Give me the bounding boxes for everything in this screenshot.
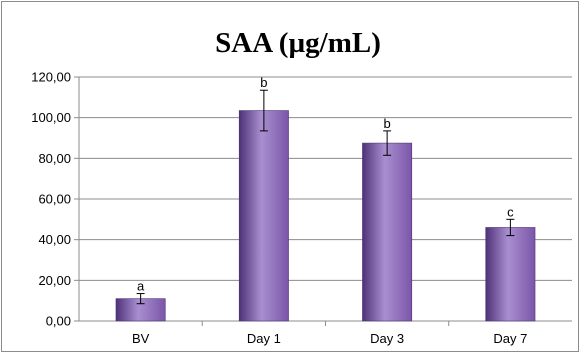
x-tick-label: Day 1	[247, 331, 281, 346]
y-tick-label: 120,00	[31, 70, 71, 85]
bars: a b b c	[115, 75, 536, 322]
x-tick-label: Day 7	[493, 331, 527, 346]
x-tick-label: Day 3	[370, 331, 404, 346]
y-tick-label: 40,00	[38, 232, 71, 247]
y-tick-label: 100,00	[31, 110, 71, 125]
y-tick-label: 0,00	[46, 314, 71, 329]
significance-letter: b	[260, 75, 267, 90]
bar	[238, 110, 289, 322]
y-tick-label: 60,00	[38, 192, 71, 207]
bar	[362, 142, 413, 322]
x-tick-label: BV	[132, 331, 150, 346]
significance-letter: a	[137, 279, 145, 294]
significance-letter: c	[507, 204, 514, 219]
chart-title: SAA (µg/mL)	[215, 27, 381, 59]
bar	[485, 227, 536, 322]
y-axis-tick-labels: 0,00 20,00 40,00 60,00 80,00 100,00 120,00	[31, 70, 71, 329]
y-tick-label: 20,00	[38, 273, 71, 288]
y-tick-label: 80,00	[38, 151, 71, 166]
significance-letter: b	[384, 116, 391, 131]
x-axis-tick-labels: BV Day 1 Day 3 Day 7	[132, 331, 527, 346]
